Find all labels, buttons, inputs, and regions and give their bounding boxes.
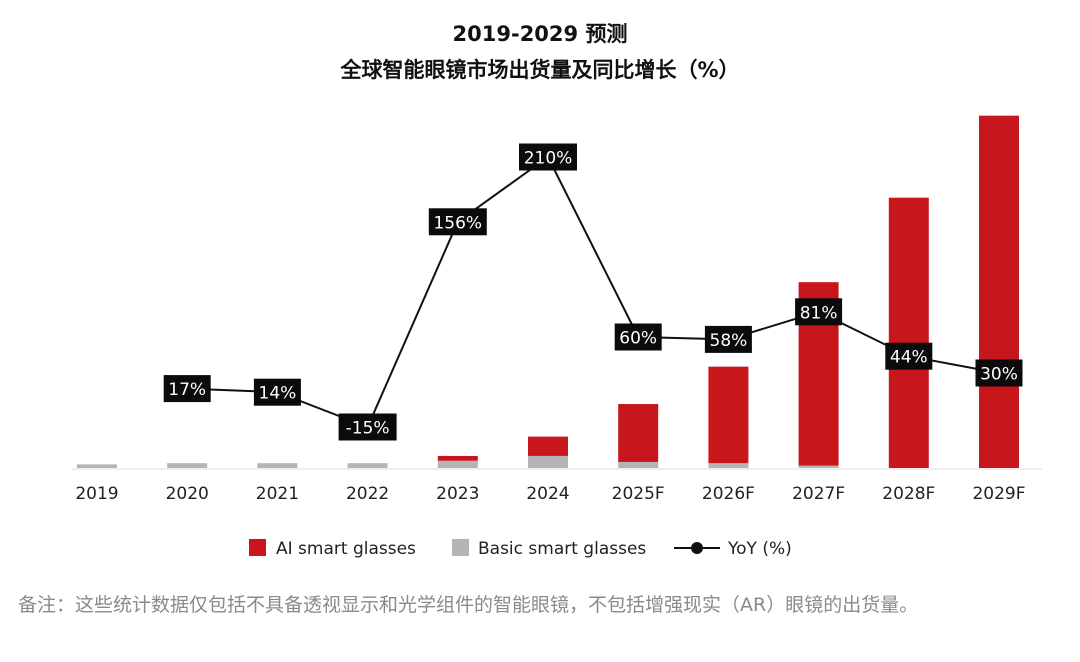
legend-label-basic: Basic smart glasses [478, 539, 646, 559]
legend-swatch-ai [249, 539, 266, 556]
yoy-label-box [704, 325, 752, 353]
footnote: 备注：这些统计数据仅包括不具备透视显示和光学组件的智能眼镜，不包括增强现实（AR… [18, 594, 919, 616]
chart-subtitle: 全球智能眼镜市场出货量及同比增长（%） [340, 58, 740, 82]
bar-ai-2026F [708, 366, 749, 464]
bar-basic-2020 [167, 463, 208, 468]
x-tick-label: 2026F [702, 484, 755, 504]
bar-basic-2023 [437, 460, 478, 468]
legend-swatch-basic [452, 539, 469, 556]
bar-basic-2021 [257, 463, 298, 468]
bar-basic-2024 [528, 455, 568, 468]
x-tick-label: 2019 [75, 484, 118, 504]
bar-basic-2022 [347, 463, 388, 468]
x-tick-label: 2022 [346, 484, 389, 504]
yoy-label-box [519, 143, 577, 171]
x-tick-label: 2028F [882, 484, 935, 504]
yoy-line [187, 155, 1000, 429]
yoy-label-box [253, 378, 301, 406]
yoy-data-label: 44% [890, 348, 928, 368]
yoy-label-box [975, 359, 1023, 387]
bar-basic-2019 [77, 464, 117, 468]
yoy-label-box [338, 413, 397, 441]
x-tick-label: 2020 [166, 484, 209, 504]
bar-line-chart: 2019 2020 2021 2022 2023 2024 2025F 2026F 2027F 2… [72, 115, 1042, 559]
bar-basic-2025F [618, 461, 659, 468]
yoy-data-label: -15% [346, 419, 390, 439]
x-tick-label: 2027F [792, 484, 845, 504]
yoy-data-label: 156% [433, 213, 482, 233]
yoy-label-box [428, 208, 487, 236]
bar-ai-2023 [437, 455, 478, 461]
x-tick-label: 2025F [612, 484, 665, 504]
yoy-label-box [614, 323, 662, 351]
yoy-label-box [795, 298, 843, 326]
yoy-data-label: 60% [619, 329, 657, 349]
x-tick-label: 2029F [972, 484, 1025, 504]
bar-ai-2029F [979, 115, 1019, 469]
bar-basic-2027F [798, 465, 839, 468]
yoy-data-label: 58% [710, 331, 748, 351]
bar-ai-2024 [528, 436, 568, 456]
bar-ai-2028F [888, 197, 929, 468]
yoy-label-box [885, 342, 933, 370]
bar-basic-2026F [708, 463, 749, 468]
yoy-data-label: 30% [980, 365, 1018, 385]
chart-title: 2019-2029 预测 [452, 22, 628, 46]
x-tick-label: 2024 [526, 484, 569, 504]
yoy-data-label: 17% [168, 380, 206, 400]
yoy-label-box [163, 375, 211, 403]
legend-label-ai: AI smart glasses [276, 539, 416, 559]
bar-ai-2025F [618, 404, 659, 462]
yoy-data-label: 210% [524, 149, 573, 169]
legend-marker-yoy [691, 542, 703, 554]
yoy-data-label: 81% [800, 303, 838, 323]
yoy-data-label: 14% [259, 384, 297, 404]
legend-label-yoy: YoY (%) [727, 539, 792, 559]
x-tick-label: 2021 [256, 484, 299, 504]
x-tick-label: 2023 [436, 484, 479, 504]
